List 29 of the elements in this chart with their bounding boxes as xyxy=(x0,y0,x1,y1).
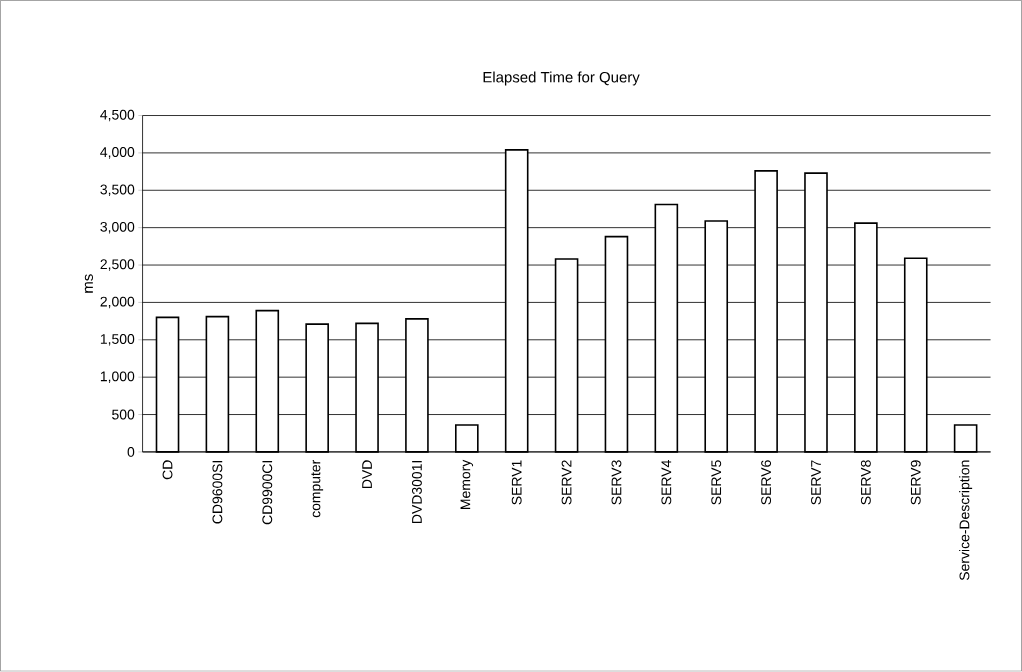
x-tick-label: SERV3 xyxy=(611,460,622,505)
x-tick-label: SERV4 xyxy=(661,460,672,505)
x-tick-label: SERV6 xyxy=(761,460,772,505)
x-tick-label: computer xyxy=(311,460,324,518)
y-tick-label: 3,000 xyxy=(100,222,135,234)
x-tick-label: CD9900CI xyxy=(262,461,273,525)
x-tick-label: SERV9 xyxy=(910,460,921,505)
x-tick-label: SERV2 xyxy=(561,460,572,505)
y-tick-label: 1,000 xyxy=(100,371,135,384)
x-tick-label: SERV5 xyxy=(711,460,722,505)
y-tick-label: 2,000 xyxy=(100,296,135,309)
chart-title: Elapsed Time for Query xyxy=(483,71,640,86)
y-axis-title: ms xyxy=(84,274,93,293)
x-tick-label: SERV8 xyxy=(860,460,871,505)
y-tick-label: 2,500 xyxy=(100,259,135,271)
y-tick-label: 0 xyxy=(127,447,135,458)
y-tick-label: 4,000 xyxy=(100,147,135,159)
y-tick-label: 3,500 xyxy=(100,184,135,197)
x-tick-label: Memory xyxy=(460,459,474,510)
x-tick-label: DVD3001I xyxy=(411,461,422,524)
y-tick-label: 4,500 xyxy=(100,109,135,122)
x-tick-label: DVD xyxy=(362,460,372,489)
x-tick-label: SERV1 xyxy=(511,460,522,505)
x-tick-label: SERV7 xyxy=(811,460,821,505)
x-tick-label: Service-Description xyxy=(959,460,973,581)
x-tick-label: CD xyxy=(162,460,173,480)
y-tick-label: 1,500 xyxy=(100,334,135,346)
x-tick-label: CD9600SI xyxy=(212,461,223,524)
y-tick-label: 500 xyxy=(112,409,135,420)
